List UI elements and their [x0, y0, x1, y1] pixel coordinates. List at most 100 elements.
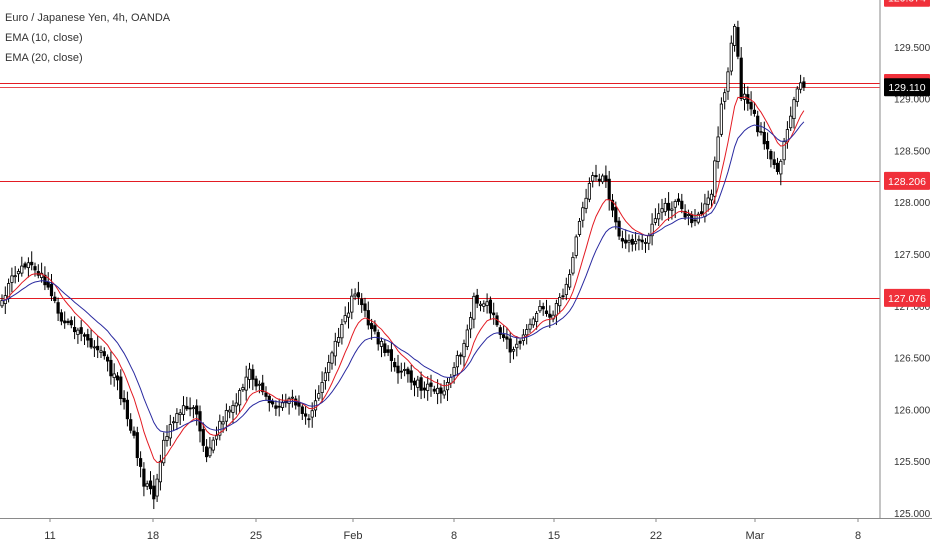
candle	[247, 362, 252, 389]
candle	[234, 393, 238, 415]
candle-body	[336, 337, 341, 343]
candle	[482, 300, 486, 313]
candle-body	[330, 352, 334, 364]
candle-body	[442, 390, 446, 396]
candle-body	[201, 429, 205, 446]
candle	[657, 203, 661, 227]
candle	[158, 454, 162, 491]
candle-body	[366, 310, 370, 326]
candle-body	[102, 351, 106, 357]
candle	[49, 273, 54, 302]
candle	[175, 408, 179, 431]
candle-body	[749, 102, 753, 110]
level-price-tag-bg	[884, 288, 930, 307]
candle	[736, 20, 740, 60]
ema-lines	[1, 96, 805, 464]
candle	[36, 264, 40, 279]
candle-body	[531, 318, 535, 326]
candle-body	[412, 380, 417, 386]
candle-body	[584, 197, 588, 209]
candle	[429, 374, 433, 397]
candle	[379, 337, 384, 358]
candle-body	[221, 421, 225, 425]
candle	[129, 413, 133, 434]
candle-body	[343, 315, 347, 323]
candle	[79, 320, 83, 342]
candle	[63, 311, 67, 329]
candle	[422, 381, 427, 399]
candle	[399, 362, 403, 379]
candle-body	[752, 109, 757, 114]
candle	[709, 189, 714, 207]
candle	[610, 194, 615, 218]
candle-body	[214, 435, 219, 440]
candle	[538, 300, 542, 313]
candle-body	[597, 178, 601, 182]
ema20-legend[interactable]: EMA (20, close)	[5, 52, 83, 64]
candle-body	[561, 295, 565, 298]
candle-body	[587, 183, 592, 200]
candle-body	[475, 294, 479, 304]
candle	[716, 126, 720, 169]
candle-body	[10, 275, 14, 283]
candle-body	[709, 193, 714, 201]
ema10-legend[interactable]: EMA (10, close)	[5, 32, 83, 44]
candle-body	[350, 295, 354, 313]
candle	[637, 235, 641, 251]
candle-body	[571, 256, 575, 274]
candle-body	[577, 221, 582, 235]
candle-body	[310, 410, 314, 418]
candle-body	[297, 402, 301, 407]
candle-body	[79, 327, 83, 334]
horizontal-levels[interactable]	[0, 0, 880, 299]
candle	[185, 396, 189, 411]
candle	[541, 302, 545, 316]
candle-body	[511, 349, 516, 352]
candle-body	[264, 392, 268, 397]
candle	[92, 340, 96, 357]
candle-body	[409, 370, 413, 383]
candle	[766, 132, 770, 160]
candle	[99, 345, 103, 358]
candle-body	[162, 439, 166, 464]
candle-body	[538, 306, 542, 312]
candle-body	[379, 340, 384, 347]
candle-body	[270, 400, 275, 405]
candle	[439, 383, 443, 404]
candle-body	[69, 320, 73, 326]
candle	[257, 380, 262, 394]
candle-body	[327, 362, 331, 373]
candle	[106, 354, 110, 372]
candle-body	[307, 418, 311, 421]
candle	[40, 262, 44, 283]
time-tick-label: Feb	[344, 530, 363, 542]
price-axis[interactable]: 125.000 125.500 126.000 126.500 127.000 127.5…	[894, 43, 931, 520]
candle	[327, 354, 331, 382]
candle-body	[340, 324, 344, 339]
candle	[498, 324, 502, 340]
candle	[356, 281, 361, 305]
candle	[353, 288, 357, 301]
candle	[802, 77, 806, 92]
candle	[465, 324, 469, 351]
candle	[211, 436, 215, 454]
candle	[478, 300, 483, 312]
level-price-tag-text: 128.206	[888, 176, 926, 188]
candle-body	[492, 312, 496, 316]
candle	[561, 288, 565, 300]
candle-body	[700, 211, 704, 215]
candle-body	[191, 407, 195, 410]
symbol-title[interactable]: Euro / Japanese Yen, 4h, OANDA	[5, 12, 171, 24]
last-price-tag-bg	[884, 78, 930, 97]
candle-body	[290, 396, 295, 399]
time-axis[interactable]: 11 18 25 Feb 8 15 22 Mar 8	[44, 518, 861, 542]
candle-body	[185, 405, 189, 410]
candle-body	[112, 373, 116, 378]
candle-body	[406, 368, 410, 375]
candle-body	[320, 382, 324, 393]
candle	[769, 149, 773, 168]
candle-body	[508, 338, 512, 353]
candle-body	[544, 310, 549, 314]
candle-body	[155, 478, 159, 497]
